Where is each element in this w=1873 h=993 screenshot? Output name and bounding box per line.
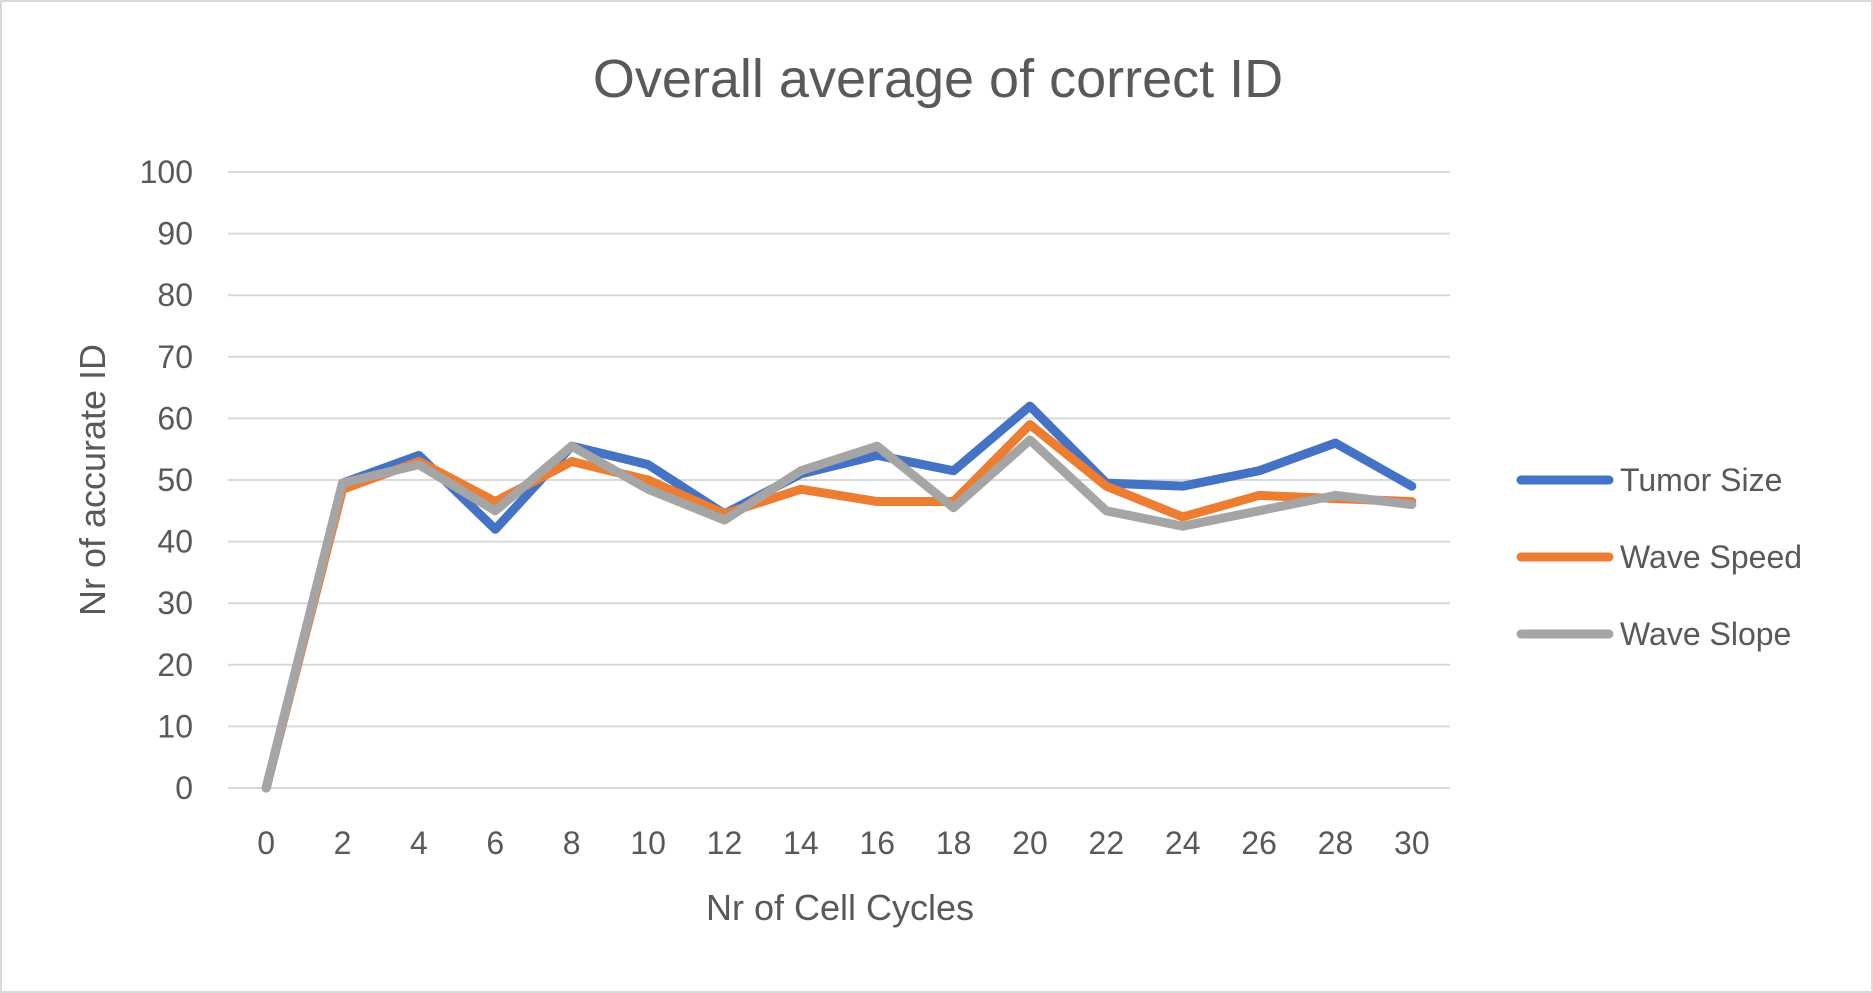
x-tick-label: 16 [859,825,895,861]
x-tick-label: 18 [936,825,972,861]
y-tick-label: 60 [157,400,193,436]
x-tick-label: 26 [1241,825,1277,861]
y-tick-label: 50 [157,462,193,498]
x-tick-label: 20 [1012,825,1048,861]
y-axis-ticks: 0 10 20 30 40 50 60 70 80 90 100 [140,154,193,806]
series-line-wave-speed [261,420,1417,793]
y-tick-label: 10 [157,708,193,744]
series-lines [261,401,1417,793]
chart-title: Overall average of correct ID [593,49,1283,109]
series-line-wave-slope [261,435,1417,793]
x-tick-label: 22 [1089,825,1125,861]
y-tick-label: 30 [157,585,193,621]
x-tick-label: 12 [707,825,743,861]
legend-label-wave-slope: Wave Slope [1620,616,1791,652]
y-tick-label: 80 [157,277,193,313]
y-tick-label: 100 [140,154,193,190]
x-tick-label: 6 [486,825,504,861]
y-tick-label: 20 [157,647,193,683]
x-tick-label: 8 [563,825,581,861]
x-tick-label: 4 [410,825,428,861]
y-tick-label: 90 [157,216,193,252]
x-tick-label: 14 [783,825,819,861]
legend: Tumor Size Wave Speed Wave Slope [1516,462,1802,652]
x-tick-label: 0 [257,825,275,861]
legend-label-wave-speed: Wave Speed [1620,539,1802,575]
y-tick-label: 70 [157,339,193,375]
x-tick-label: 10 [630,825,666,861]
x-axis-ticks: 0 2 4 6 8 10 12 14 16 18 20 22 24 26 28 30 [257,825,1429,861]
gridlines [228,171,1450,789]
x-tick-label: 24 [1165,825,1201,861]
y-tick-label: 40 [157,524,193,560]
x-axis-title: Nr of Cell Cycles [706,887,974,928]
x-tick-label: 30 [1394,825,1430,861]
legend-label-tumor-size: Tumor Size [1620,462,1782,498]
y-axis-title: Nr of accurate ID [72,344,113,616]
y-tick-label: 0 [175,770,193,806]
x-tick-label: 28 [1318,825,1354,861]
series-line-tumor-size [261,401,1417,793]
x-tick-label: 2 [334,825,352,861]
